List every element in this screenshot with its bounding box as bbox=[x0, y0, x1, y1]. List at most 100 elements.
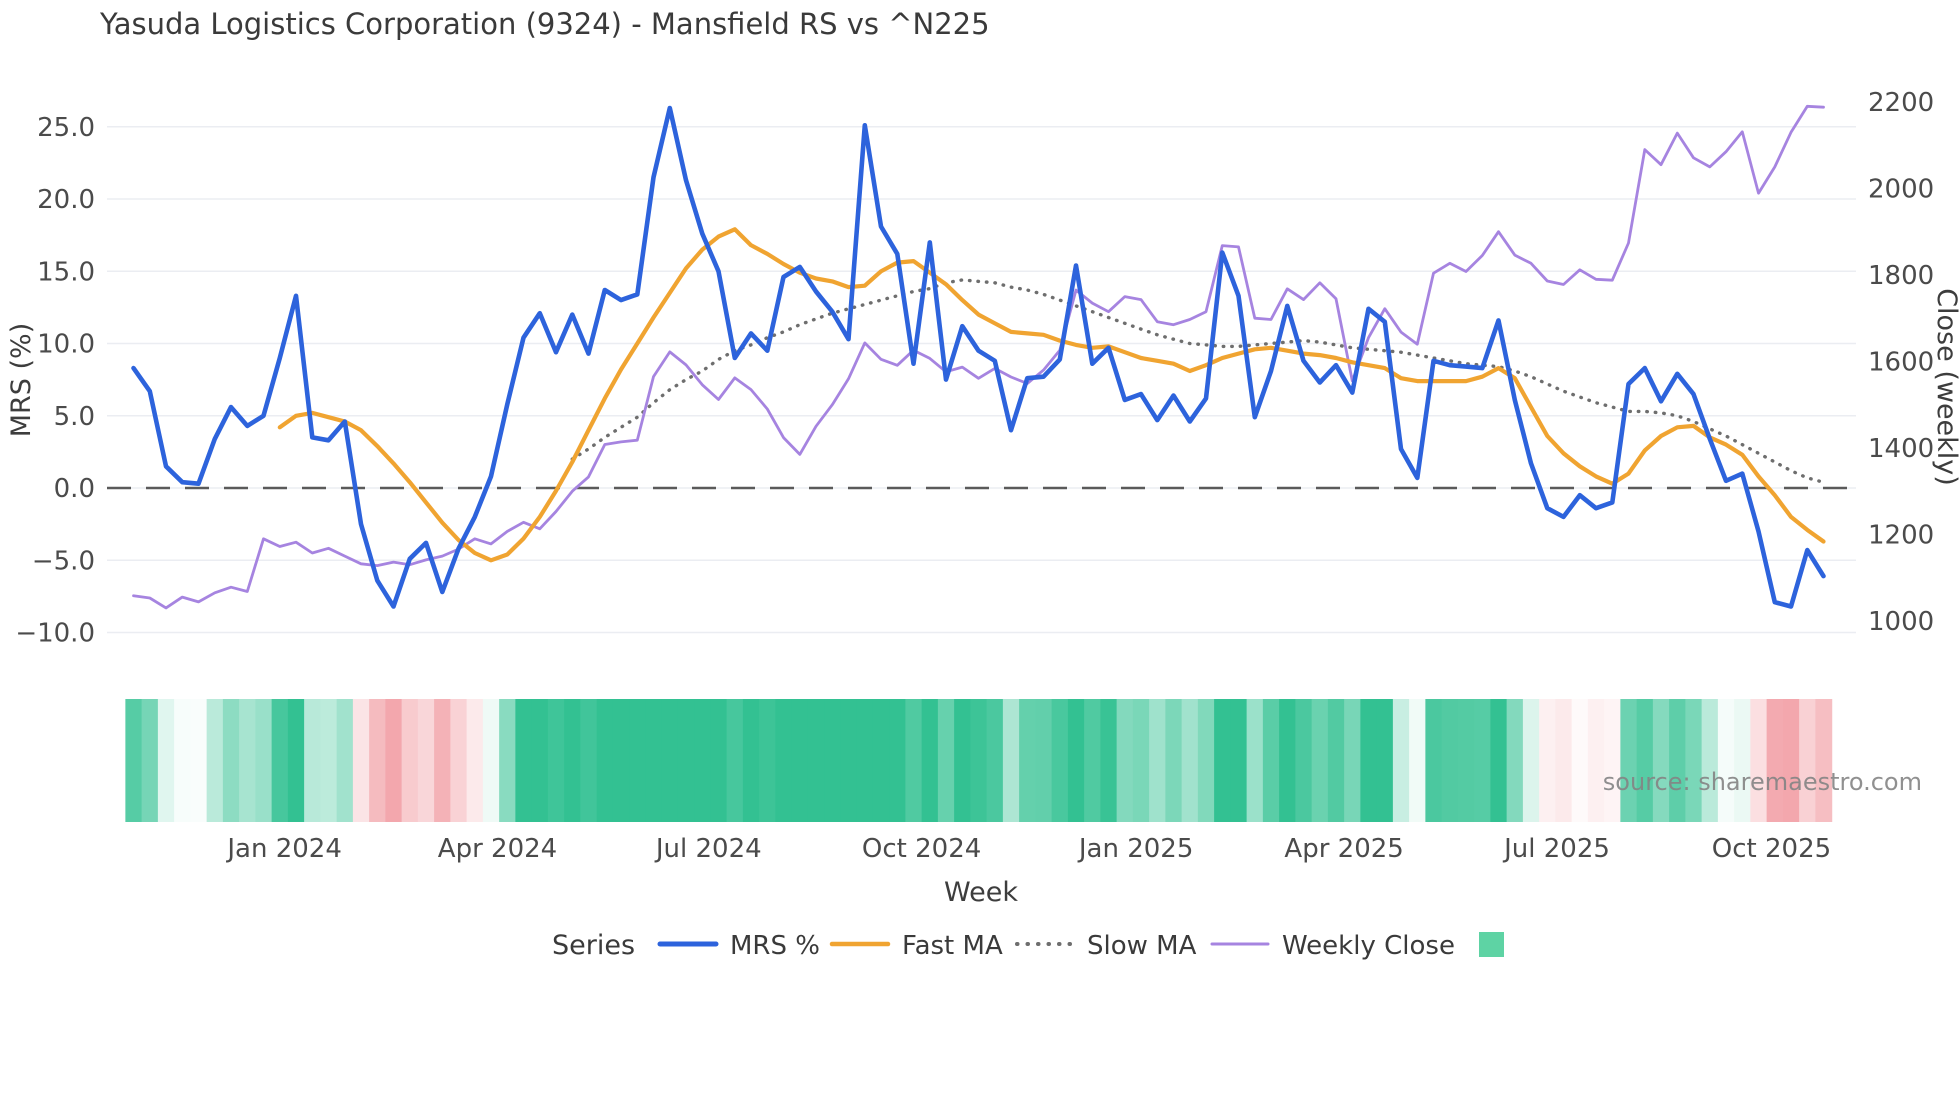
heatmap-week-cell bbox=[1019, 699, 1036, 822]
heatmap-week-cell bbox=[1425, 699, 1443, 822]
heatmap-week-cell bbox=[239, 699, 256, 822]
heatmap-week-cell bbox=[466, 699, 484, 822]
legend: Series MRS % Fast MA Slow MA Weekly Close bbox=[552, 930, 1504, 961]
legend-label: Weekly Close bbox=[1282, 931, 1455, 961]
heatmap-week-cell bbox=[385, 699, 403, 822]
heatmap-week-cell bbox=[1669, 699, 1686, 822]
heatmap-week-cell bbox=[1051, 699, 1069, 822]
y-left-axis-title: MRS (%) bbox=[6, 323, 37, 438]
heatmap-week-cell bbox=[336, 699, 354, 822]
heatmap-week-cell bbox=[710, 699, 728, 822]
heatmap-week-cell bbox=[1620, 699, 1638, 822]
y-left-tick-label: 25.0 bbox=[37, 113, 95, 143]
heatmap-week-cell bbox=[1246, 699, 1264, 822]
heatmap-week-cell bbox=[564, 699, 581, 822]
heatmap-week-cell bbox=[694, 699, 711, 822]
y-left-tick-label: −10.0 bbox=[15, 619, 95, 649]
heatmap-week-cell bbox=[1392, 699, 1410, 822]
heatmap-week-cell bbox=[1701, 699, 1719, 822]
heatmap-week-cell bbox=[1555, 699, 1573, 822]
heatmap-week-cell bbox=[515, 699, 533, 822]
heatmap-week-cell bbox=[401, 699, 419, 822]
heatmap-week-cell bbox=[1587, 699, 1605, 822]
legend-label: MRS % bbox=[730, 931, 820, 961]
heatmap-week-cell bbox=[856, 699, 874, 822]
heatmap-week-cell bbox=[1441, 699, 1459, 822]
y-left-tick-label: 0.0 bbox=[54, 474, 95, 504]
heatmap-week-cell bbox=[1295, 699, 1313, 822]
y-left-tick-label: −5.0 bbox=[32, 546, 95, 576]
heatmap-week-cell bbox=[596, 699, 614, 822]
x-tick-label: Jul 2024 bbox=[654, 834, 762, 864]
mrs-heatmap-strip bbox=[125, 699, 1833, 822]
x-tick-label: Apr 2025 bbox=[1284, 834, 1403, 864]
heatmap-week-cell bbox=[937, 699, 955, 822]
y-right-tick-label: 1400 bbox=[1868, 434, 1934, 464]
x-tick-label: Jan 2024 bbox=[225, 834, 342, 864]
x-axis-title: Week bbox=[944, 877, 1018, 908]
y-left-tick-label: 10.0 bbox=[37, 330, 95, 360]
y-left-tick-label: 20.0 bbox=[37, 185, 95, 215]
series-line-fast-ma bbox=[277, 227, 1826, 563]
heatmap-week-cell bbox=[255, 699, 273, 822]
x-tick-label: Apr 2024 bbox=[438, 834, 557, 864]
heatmap-week-cell bbox=[840, 699, 858, 822]
heatmap-week-cell bbox=[1506, 699, 1524, 822]
legend-items: MRS % Fast MA Slow MA Weekly Close bbox=[657, 931, 1455, 961]
heatmap-legend-swatch-icon bbox=[1479, 932, 1504, 957]
heatmap-week-cell bbox=[1490, 699, 1508, 822]
y-right-tick-label: 1000 bbox=[1868, 607, 1934, 637]
heatmap-week-cell bbox=[222, 699, 240, 822]
heatmap-week-cell bbox=[206, 699, 224, 822]
heatmap-week-cell bbox=[807, 699, 825, 822]
x-tick-label: Oct 2025 bbox=[1712, 834, 1831, 864]
heatmap-week-cell bbox=[1002, 699, 1020, 822]
y-right-tick-label: 2200 bbox=[1868, 88, 1934, 118]
heatmap-week-cell bbox=[905, 699, 923, 822]
heatmap-week-cell bbox=[1815, 699, 1833, 822]
heatmap-week-cell bbox=[872, 699, 890, 822]
heatmap-week-cell bbox=[1067, 699, 1085, 822]
heatmap-week-cell bbox=[1116, 699, 1134, 822]
heatmap-week-cell bbox=[986, 699, 1004, 822]
heatmap-week-cell bbox=[1197, 699, 1215, 822]
heatmap-week-cell bbox=[174, 699, 191, 822]
heatmap-week-cell bbox=[1311, 699, 1329, 822]
y-right-tick-label: 1800 bbox=[1868, 261, 1934, 291]
heatmap-week-cell bbox=[157, 699, 175, 822]
heatmap-week-cell bbox=[580, 699, 598, 822]
x-tick-label: Oct 2024 bbox=[862, 834, 981, 864]
heatmap-week-cell bbox=[1750, 699, 1768, 822]
heatmap-week-cell bbox=[287, 699, 305, 822]
heatmap-week-cell bbox=[1100, 699, 1118, 822]
heatmap-week-cell bbox=[1214, 699, 1231, 822]
heatmap-week-cell bbox=[304, 699, 321, 822]
y-left-tick-labels: 25.0 20.0 15.0 10.0 5.0 0.0 −5.0 −10.0 bbox=[15, 113, 95, 649]
y-right-tick-label: 1200 bbox=[1868, 520, 1934, 550]
heatmap-week-cell bbox=[921, 699, 939, 822]
heatmap-week-cell bbox=[954, 699, 971, 822]
heatmap-week-cell bbox=[417, 699, 435, 822]
heatmap-week-cell bbox=[1132, 699, 1150, 822]
heatmap-week-cell bbox=[531, 699, 549, 822]
heatmap-week-cell bbox=[1474, 699, 1491, 822]
heatmap-week-cell bbox=[434, 699, 451, 822]
heatmap-week-cell bbox=[677, 699, 695, 822]
y-right-tick-label: 1600 bbox=[1868, 347, 1934, 377]
heatmap-week-cell bbox=[190, 699, 208, 822]
heatmap-week-cell bbox=[1717, 699, 1735, 822]
heatmap-week-cell bbox=[369, 699, 386, 822]
x-tick-label: Jan 2025 bbox=[1077, 834, 1194, 864]
heatmap-week-cell bbox=[629, 699, 646, 822]
heatmap-week-cell bbox=[1035, 699, 1053, 822]
y-right-tick-labels: 2200 2000 1800 1600 1400 1200 1000 bbox=[1868, 88, 1934, 637]
y-left-tick-label: 5.0 bbox=[54, 402, 95, 432]
heatmap-week-cell bbox=[1084, 699, 1101, 822]
heatmap-week-cell bbox=[1327, 699, 1345, 822]
heatmap-week-cell bbox=[1279, 699, 1296, 822]
heatmap-week-cell bbox=[1734, 699, 1751, 822]
heatmap-week-cell bbox=[645, 699, 663, 822]
heatmap-week-cell bbox=[889, 699, 906, 822]
series-line-slow-ma bbox=[570, 278, 1826, 484]
